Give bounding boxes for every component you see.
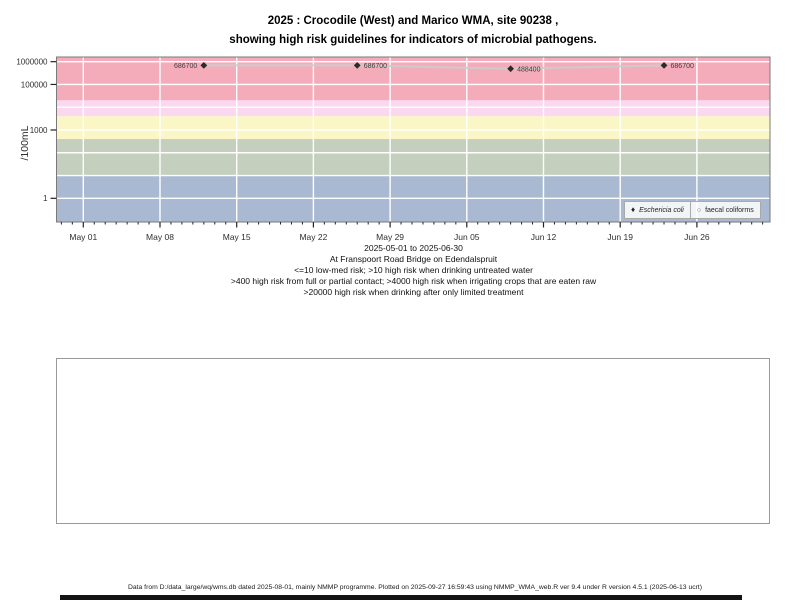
empty-panel [56,358,770,524]
risk-guideline-line1: <=10 low-med risk; >10 high risk when dr… [294,265,533,275]
risk-band [56,139,770,176]
legend-label-faecal-coliforms: faecal coliforms [705,206,754,214]
data-point-label: 686700 [671,63,694,70]
risk-guideline-line2: >400 high risk from full or partial cont… [230,276,597,286]
open-circle-icon: ○ [696,206,702,214]
chart-title: 2025 : Crocodile (West) and Marico WMA, … [28,12,798,50]
data-point [200,61,208,69]
risk-guideline-line3: >20000 high risk when drinking after onl… [303,287,524,297]
legend-label-ecoli: Eschericia coli [639,206,684,214]
y-axis-title: /100mL [19,125,31,161]
data-point [507,65,515,73]
x-tick-label: Jun 26 [684,232,710,242]
risk-band [56,57,770,101]
legend-item-faecal-coliforms: ○ faecal coliforms [689,201,761,219]
y-tick-label: 1000 [30,126,48,135]
y-tick-label: 1000000 [16,57,48,66]
x-tick-label: Jun 19 [607,232,633,242]
site-location-label: At Franspoort Road Bridge on Edendalspru… [329,254,498,264]
date-range-label: 2025-05-01 to 2025-06-30 [364,243,463,253]
footer-divider-bar [60,595,742,600]
series-line [203,64,665,70]
data-point-label: 488400 [517,66,540,73]
data-point [353,61,361,69]
footer-text: Data from D:/data_large/wq/wms.db dated … [127,584,703,591]
x-tick-label: May 08 [146,232,174,242]
chart-title-line1: 2025 : Crocodile (West) and Marico WMA, … [267,15,559,27]
data-point-label: 686700 [174,63,197,70]
y-tick-label: 1 [43,194,48,203]
chart-legend: ♦ Eschericia coli ○ faecal coliforms [624,201,761,219]
x-tick-label: Jun 12 [531,232,557,242]
x-tick-label: May 15 [223,232,251,242]
x-tick-label: May 29 [376,232,404,242]
risk-band [56,100,770,117]
data-point [660,61,668,69]
y-tick-label: 100000 [21,80,48,89]
x-tick-label: May 01 [69,232,97,242]
x-tick-label: May 22 [299,232,327,242]
plot-frame [56,56,771,223]
chart-title-line2: showing high risk guidelines for indicat… [229,34,597,46]
legend-item-ecoli: ♦ Eschericia coli [624,201,691,219]
risk-band [56,116,770,140]
x-tick-label: Jun 05 [454,232,480,242]
filled-diamond-icon: ♦ [631,205,636,214]
data-point-label: 686700 [364,63,387,70]
